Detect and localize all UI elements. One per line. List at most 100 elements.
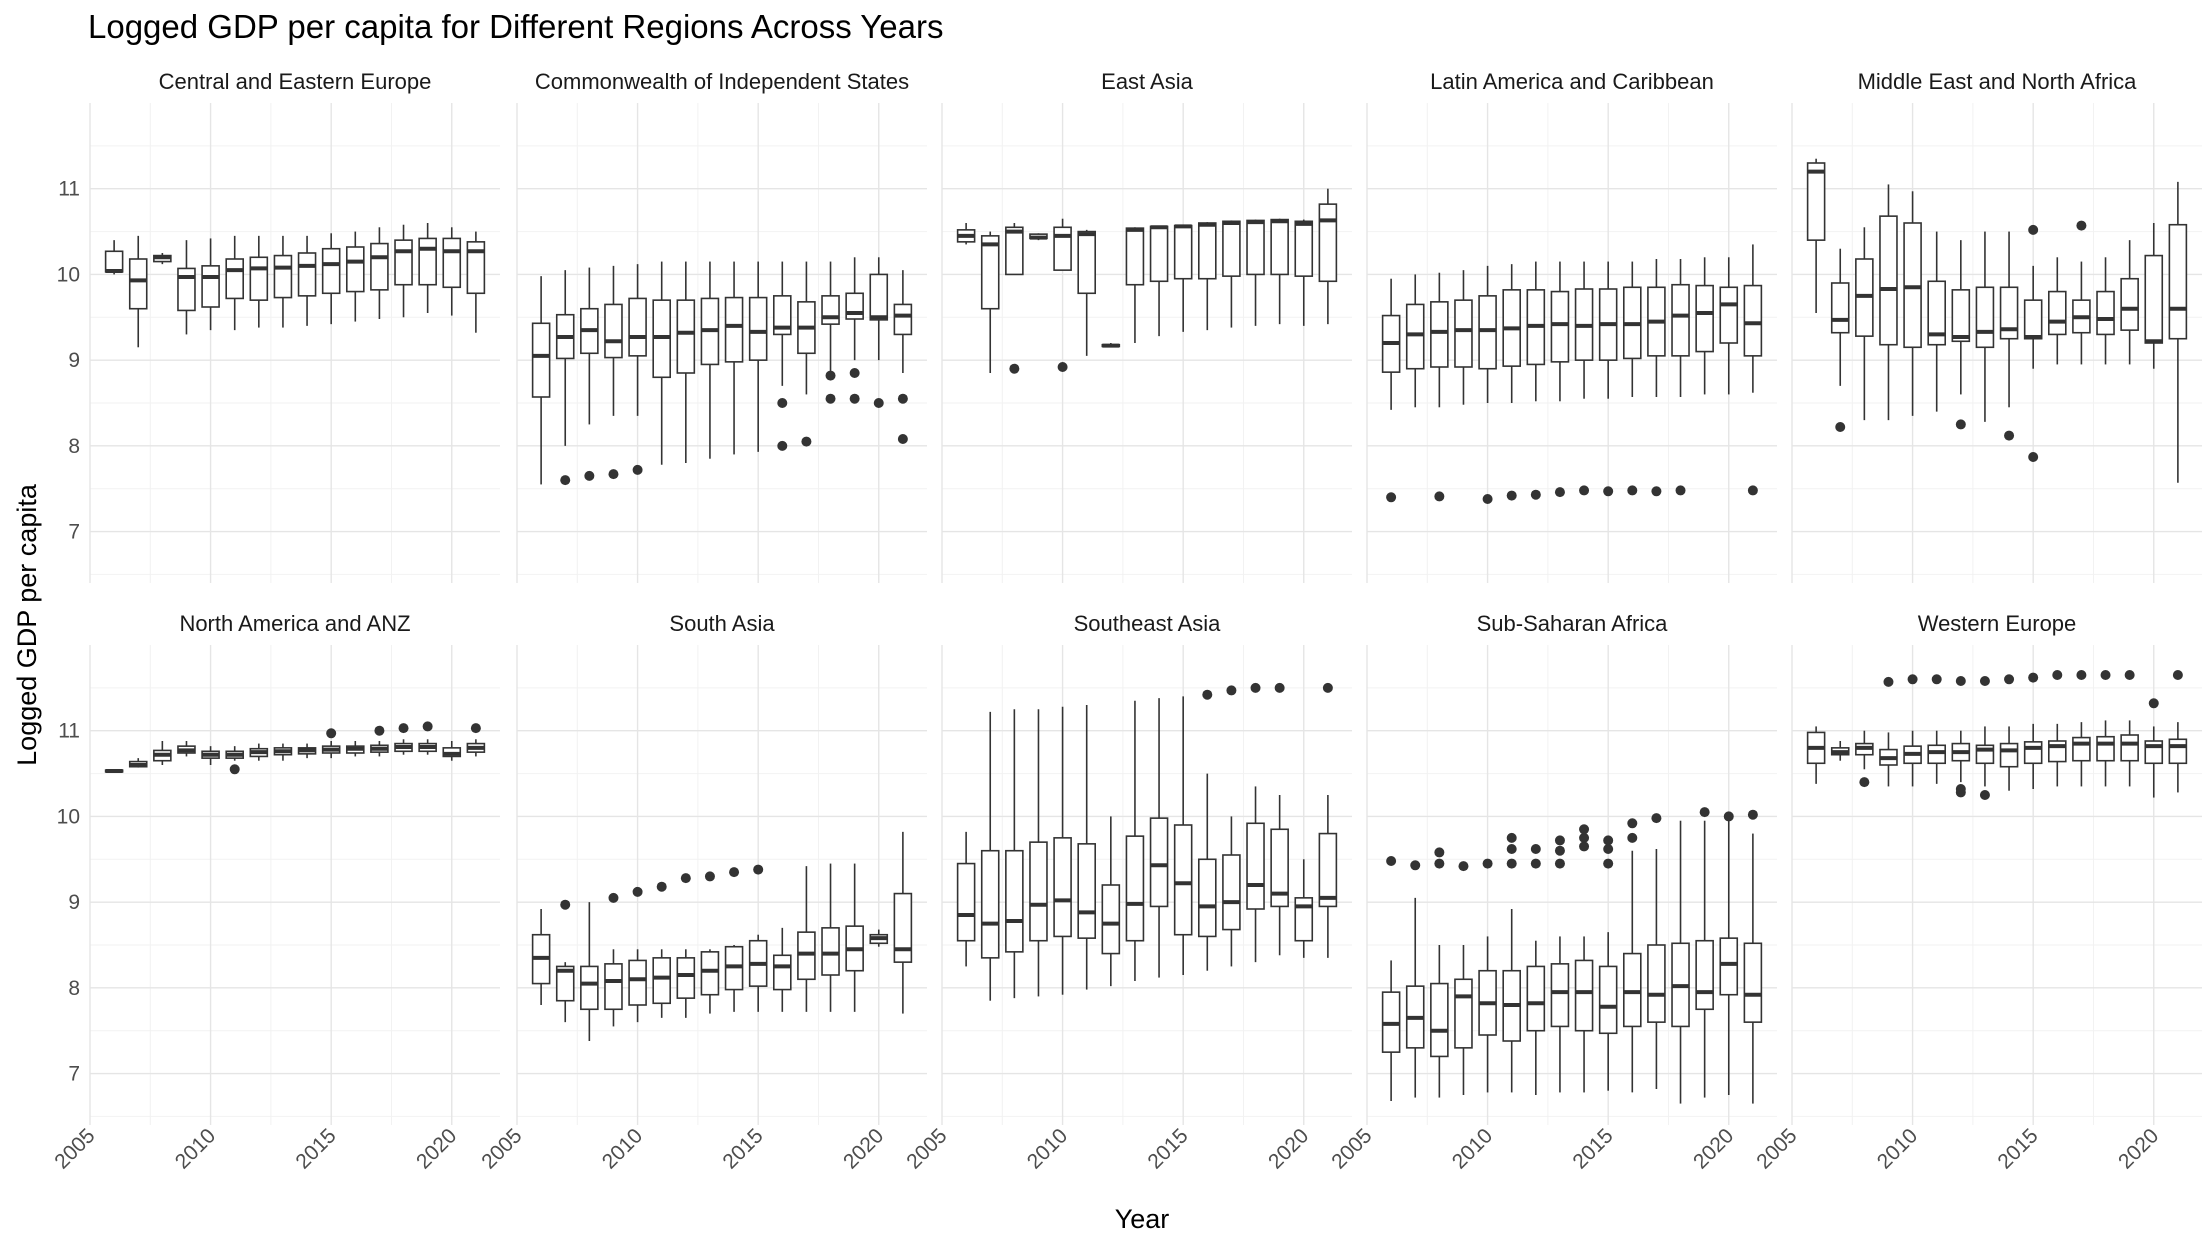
box (104, 250, 124, 273)
outlier-point (1579, 832, 1590, 843)
box (1454, 978, 1473, 1049)
box (177, 267, 196, 312)
outlier-point (825, 370, 836, 381)
outlier-point (1979, 676, 1990, 686)
outlier-point (326, 728, 337, 739)
x-tick-label: 2010 (1023, 1124, 1072, 1173)
outlier-point (704, 871, 715, 882)
box (1005, 849, 1024, 953)
outlier-point (873, 398, 884, 408)
outlier-point (2052, 670, 2063, 680)
box (724, 296, 744, 363)
outlier-point (1554, 487, 1565, 498)
box (2096, 735, 2115, 762)
box (1405, 303, 1425, 370)
box (628, 297, 647, 357)
box (1927, 280, 1947, 346)
panel-strip-label: Middle East and North Africa (1858, 69, 2138, 94)
box (321, 247, 341, 295)
outlier-point (2100, 670, 2111, 680)
box (2120, 734, 2139, 762)
box (580, 965, 599, 1011)
outlier-point (1482, 494, 1493, 504)
outlier-point (1603, 844, 1614, 854)
outlier-point (2076, 220, 2087, 231)
outlier-point (2076, 670, 2087, 680)
outlier-point (1506, 490, 1517, 501)
outlier-point (1699, 807, 1710, 818)
outlier-point (1603, 858, 1614, 869)
x-tick-label: 2005 (477, 1124, 526, 1173)
x-tick-label: 2020 (1689, 1124, 1738, 1173)
box (2023, 741, 2043, 765)
outlier-point (897, 393, 908, 404)
outlier-point (1057, 362, 1068, 372)
outlier-point (2028, 452, 2039, 462)
outlier-point (1434, 847, 1445, 858)
box (1125, 227, 1145, 286)
box (1149, 817, 1169, 908)
outlier-point (849, 368, 860, 378)
box (297, 252, 317, 297)
outlier-point (470, 723, 481, 734)
box (1999, 286, 2019, 340)
box (1719, 286, 1739, 344)
x-tick-label: 2005 (1327, 1124, 1376, 1173)
box (1526, 965, 1546, 1032)
x-tick-label: 2015 (1993, 1124, 2042, 1173)
outlier-point (825, 393, 836, 404)
outlier-point (1250, 682, 1261, 693)
box (1695, 284, 1714, 353)
box (604, 963, 623, 1011)
box (1173, 224, 1193, 280)
outlier-point (1530, 489, 1541, 500)
box (1598, 965, 1618, 1035)
box (2144, 254, 2164, 344)
outlier-point (777, 398, 788, 408)
outlier-point (632, 886, 643, 897)
box (2047, 740, 2067, 763)
outlier-point (1603, 486, 1614, 497)
y-tick-label: 7 (68, 521, 80, 544)
outlier-point (849, 393, 860, 404)
box (1879, 215, 1898, 346)
panel-strip-label: Southeast Asia (1074, 611, 1222, 636)
box (1222, 854, 1241, 931)
outlier-point (729, 867, 740, 878)
x-tick-label: 2005 (1752, 1124, 1801, 1173)
y-tick-label: 9 (68, 891, 80, 914)
outlier-point (1554, 858, 1565, 869)
outlier-point (1579, 485, 1590, 496)
x-tick-label: 2020 (412, 1124, 461, 1173)
box (2047, 290, 2067, 336)
box (1975, 286, 1995, 349)
box (1622, 952, 1642, 1028)
y-tick-label: 7 (68, 1063, 80, 1086)
outlier-point (560, 475, 571, 486)
outlier-point (1627, 832, 1638, 843)
x-tick-label: 2020 (1264, 1124, 1313, 1173)
y-tick-label: 11 (58, 720, 80, 743)
box (345, 246, 365, 293)
box (1270, 828, 1289, 908)
box (1053, 226, 1072, 271)
box (1246, 822, 1265, 910)
panel-strip-label: North America and ANZ (179, 611, 410, 636)
box (1173, 824, 1193, 936)
outlier-point (1675, 485, 1686, 496)
x-tick-label: 2015 (291, 1124, 340, 1173)
x-axis-title: Year (1115, 1204, 1170, 1234)
outlier-point (2148, 698, 2159, 709)
outlier-point (777, 440, 788, 451)
outlier-point (1651, 813, 1662, 824)
box (700, 951, 720, 996)
box (1999, 742, 2019, 768)
x-tick-label: 2005 (50, 1124, 99, 1173)
outlier-point (374, 725, 385, 736)
outlier-point (1979, 790, 1990, 800)
box (201, 265, 220, 308)
box (772, 954, 792, 991)
box (980, 849, 1000, 959)
outlier-point (560, 899, 571, 910)
